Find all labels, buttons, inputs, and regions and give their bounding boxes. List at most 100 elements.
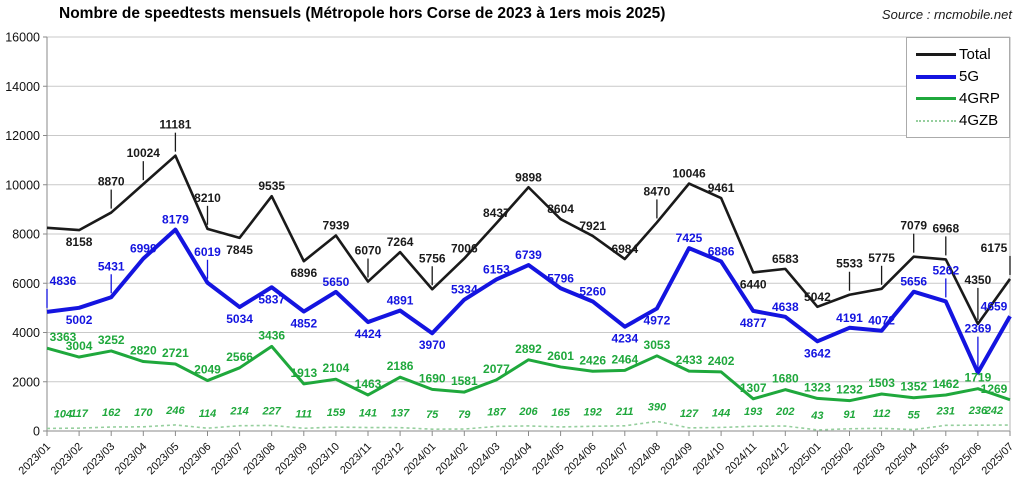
data-label-5g: 3642 [804, 346, 831, 360]
data-label-total: 8158 [66, 235, 93, 249]
series-line-4gzb [46, 420, 1011, 431]
data-label-5g: 4638 [772, 300, 799, 314]
data-label-total: 5775 [868, 251, 895, 265]
data-label-5g: 5796 [547, 271, 574, 285]
series-line-5g [46, 227, 1012, 375]
data-label-total: 7939 [323, 219, 350, 233]
data-label-4grp: 1232 [836, 383, 863, 397]
data-label-4gzb: 206 [518, 406, 538, 418]
data-label-4grp: 2464 [611, 352, 638, 366]
data-label-5g: 6019 [194, 245, 221, 259]
data-label-4gzb: 79 [458, 409, 471, 421]
data-label-total: 7921 [579, 219, 606, 233]
data-label-4grp: 1680 [772, 372, 799, 386]
series-labels-total: 8158 8870 10024 11181 8210 7845 9535 6896 7939 60… [66, 118, 1011, 320]
data-label-4gzb: 112 [873, 408, 891, 420]
data-label-4grp: 2892 [515, 342, 542, 356]
data-label-4grp: 1719 [965, 371, 992, 385]
data-label-5g: 8179 [162, 213, 189, 227]
data-label-total: 6440 [740, 277, 767, 291]
data-label-4gzb: 55 [908, 410, 921, 422]
data-label-total: 11181 [159, 118, 191, 132]
y-axis-label: 12000 [5, 129, 40, 143]
data-label-4grp: 3436 [258, 328, 285, 342]
y-axis-label: 4000 [12, 326, 40, 340]
series-line-total [46, 154, 1012, 326]
data-label-4gzb: 104 [54, 408, 72, 420]
data-label-4gzb: 231 [936, 405, 955, 417]
data-label-4grp: 1581 [451, 374, 478, 388]
data-label-4grp: 1913 [290, 366, 317, 380]
data-label-5g: 4191 [836, 311, 863, 325]
series-labels-5g: 4836 5002 5431 6999 8179 6019 5034 5837 4852 5650… [46, 213, 1008, 369]
data-label-4gzb: 111 [295, 408, 312, 420]
data-label-4gzb: 192 [584, 406, 602, 418]
data-label-4grp: 1503 [868, 376, 895, 390]
data-label-4grp: 3252 [98, 333, 125, 347]
data-label-5g: 4891 [387, 294, 414, 308]
y-axis-label: 16000 [5, 31, 40, 45]
data-label-4grp: 1307 [740, 381, 767, 395]
legend-label-4grp: 4GRP [959, 90, 1000, 107]
data-label-5g: 6153 [483, 262, 510, 276]
data-label-5g: 4972 [644, 314, 671, 328]
legend-line-sample-5g [916, 74, 956, 79]
data-label-total: 9898 [515, 170, 542, 184]
data-label-5g: 5002 [66, 313, 93, 327]
data-label-4grp: 1352 [900, 380, 927, 394]
data-label-4grp: 2433 [676, 353, 703, 367]
data-label-5g: 7425 [676, 231, 703, 245]
data-label-5g: 6999 [130, 242, 157, 256]
data-label-4grp: 2077 [483, 362, 510, 376]
data-label-4grp: 3004 [66, 339, 93, 353]
data-label-total: 9461 [708, 181, 735, 195]
data-label-5g: 5034 [226, 312, 253, 326]
data-label-5g: 4836 [50, 274, 77, 288]
y-axis-label: 14000 [5, 80, 40, 94]
data-label-4grp: 1462 [932, 377, 959, 391]
data-label-4gzb: 162 [102, 407, 120, 419]
data-label-5g: 5650 [323, 275, 350, 289]
data-label-4gzb: 227 [262, 405, 282, 417]
data-label-5g: 4659 [981, 299, 1008, 313]
data-label-total: 6583 [772, 252, 799, 266]
data-label-4gzb: 236 [968, 405, 988, 417]
legend-item-5g: 5G [916, 69, 1009, 84]
data-label-total: 7079 [900, 219, 927, 233]
legend-item-total: Total [916, 47, 1009, 62]
data-label-total: 10046 [672, 167, 706, 181]
data-label-5g: 4852 [290, 317, 317, 331]
data-label-4grp: 2049 [194, 363, 221, 377]
data-label-4grp: 2820 [130, 344, 157, 358]
data-label-4gzb: 43 [810, 410, 823, 422]
data-label-4gzb: 165 [551, 407, 570, 419]
data-label-4gzb: 242 [984, 405, 1003, 417]
y-axis-label: 6000 [12, 277, 40, 291]
data-label-total: 8870 [98, 175, 125, 189]
data-label-total: 8437 [483, 206, 510, 220]
data-label-4grp: 2601 [547, 349, 574, 363]
y-axis-label: 0 [33, 425, 40, 439]
data-label-total: 7264 [387, 235, 414, 249]
legend-item-4gzb: 4GZB [916, 113, 1009, 128]
data-label-4grp: 2186 [387, 359, 414, 373]
data-label-4gzb: 187 [487, 406, 506, 418]
data-label-4gzb: 75 [426, 409, 439, 421]
data-label-total: 8604 [547, 202, 574, 216]
data-label-5g: 4072 [868, 314, 895, 328]
data-label-4gzb: 144 [712, 407, 730, 419]
data-label-4gzb: 246 [165, 405, 185, 417]
legend-line-sample-total [916, 53, 956, 56]
data-label-total: 6070 [355, 244, 382, 258]
data-label-total: 6984 [611, 242, 638, 256]
data-label-total: 5533 [836, 257, 863, 271]
data-label-total: 6896 [290, 266, 317, 280]
y-axis-label: 10000 [5, 178, 40, 192]
legend-item-4grp: 4GRP [916, 91, 1009, 106]
data-label-5g: 6886 [708, 244, 735, 258]
data-label-5g: 5656 [900, 275, 927, 289]
data-label-4gzb: 390 [648, 401, 667, 413]
